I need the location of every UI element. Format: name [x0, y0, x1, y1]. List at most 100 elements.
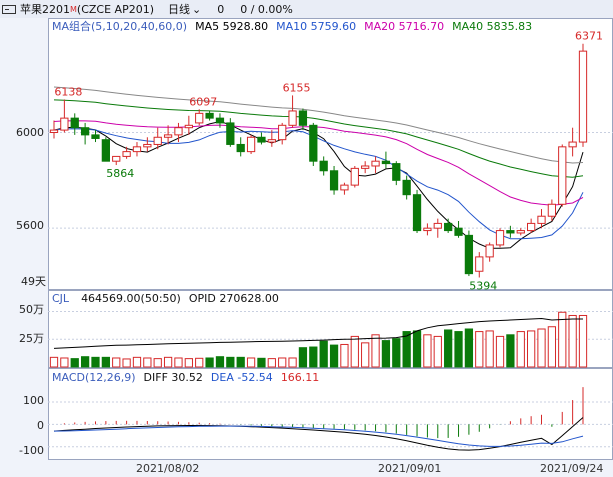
candle-body [298, 110, 308, 126]
volume-bar [174, 357, 183, 368]
volume-bar [143, 357, 152, 368]
volume-bar [246, 357, 256, 368]
volume-value: 464569.00(50:50) [81, 291, 181, 305]
period-selector[interactable]: 日线 [168, 3, 190, 16]
candle-body [329, 170, 339, 191]
candle-body [70, 117, 79, 129]
dea-value: DEA -52.54 [210, 370, 273, 384]
price-annotation: 6155 [283, 81, 311, 94]
volume-bar [278, 357, 287, 368]
volume-bar [153, 358, 162, 368]
candle-body [412, 194, 422, 232]
price-annotation: 6097 [189, 95, 217, 108]
candle-body [143, 143, 152, 148]
volume-bar [49, 356, 59, 368]
ma-combo-label[interactable]: MA组合(5,10,20,40,60,0) [52, 20, 188, 33]
volume-bar [402, 331, 411, 368]
candle-body [49, 129, 59, 133]
candle-body [464, 234, 474, 275]
volume-bar [60, 357, 69, 368]
candle-body [444, 222, 453, 232]
candle-body [547, 203, 557, 217]
date-label-0924: 2021/09/24 [540, 462, 604, 475]
ma40-value: MA40 5835.83 [452, 19, 533, 33]
volume-bar [122, 358, 131, 368]
candle-body [112, 155, 121, 162]
candle-body [132, 146, 142, 153]
candle-body [516, 230, 525, 234]
volume-bar [236, 356, 245, 368]
candle-body [236, 143, 245, 153]
candle-body [257, 136, 266, 143]
volume-bar [568, 314, 577, 368]
candle-body [558, 146, 567, 205]
candle-body [537, 215, 546, 224]
volume-bar [163, 356, 173, 368]
macd-tick-neg100: -100 [19, 444, 44, 457]
volume-bar [454, 331, 463, 368]
minus-box-icon[interactable] [2, 4, 16, 14]
volume-bar [257, 357, 266, 368]
volume-bar [350, 335, 359, 368]
candle-body [122, 151, 131, 157]
volume-bar [112, 357, 121, 368]
volume-bar [101, 356, 110, 368]
candle-body [381, 160, 391, 165]
volume-legend: CJL 464569.00(50:50) OPID 270628.00 [52, 291, 287, 305]
opid-value: OPID 270628.00 [188, 291, 279, 305]
volume-bar [70, 358, 79, 368]
ma-legend: MA组合(5,10,20,40,60,0) MA5 5928.80 MA10 5… [52, 19, 540, 34]
volume-bar [464, 328, 474, 368]
candle-body [350, 167, 359, 186]
candle-body [454, 227, 463, 236]
macd-legend: MACD(12,26,9) DIFF 30.52 DEA -52.54 166.… [52, 370, 327, 384]
change-percent: 0 / 0.00% [240, 2, 293, 16]
volume-bar [267, 358, 276, 368]
ma40-line [53, 99, 584, 178]
candle-body [340, 184, 349, 191]
volume-bar [288, 357, 297, 368]
macd-tick-100: 100 [23, 394, 44, 407]
macd-panel[interactable] [48, 368, 613, 460]
macd-label[interactable]: MACD(12,26,9) [52, 370, 136, 384]
candle-body [101, 139, 110, 162]
symbol-code: (CZCE AP201) [76, 2, 154, 16]
ma10-line [53, 128, 584, 240]
diff-line [53, 417, 584, 451]
volume-bar [226, 356, 235, 368]
volume-bar [412, 330, 422, 368]
ma20-value: MA20 5716.70 [364, 19, 445, 33]
candle-body [226, 122, 235, 145]
volume-bar [361, 342, 370, 368]
volume-bar [309, 346, 318, 368]
volume-bar [184, 358, 193, 368]
volume-bar [215, 356, 225, 368]
volume-bar [80, 356, 90, 368]
volume-bar [495, 335, 505, 368]
volume-tick-25w: 25万 [19, 332, 44, 345]
chart-header: 苹果2201 M (CZCE AP201) 日线 ⌄ 0 0 / 0.00% [0, 0, 613, 18]
volume-bar [91, 356, 100, 368]
volume-bar [537, 328, 546, 368]
chevron-down-icon[interactable]: ⌄ [192, 2, 202, 16]
candle-body [485, 244, 494, 258]
ma5-line [53, 120, 584, 249]
macd-tick-0: 0 [37, 419, 44, 432]
candle-body [402, 179, 411, 196]
symbol-name[interactable]: 苹果2201 [20, 3, 70, 16]
macd-value: 166.11 [280, 370, 320, 384]
candle-body [423, 227, 432, 232]
volume-bar [392, 338, 401, 368]
price-annotation: 6371 [575, 30, 603, 43]
date-label-0802: 2021/08/02 [136, 462, 200, 475]
candle-body [309, 124, 318, 162]
volume-bar [578, 314, 588, 368]
cjl-label[interactable]: CJL [52, 291, 70, 305]
candle-body [174, 127, 183, 136]
volume-bar [132, 356, 142, 368]
ma10-value: MA10 5759.60 [276, 19, 357, 33]
volume-bar [205, 357, 214, 368]
price-tick-6000: 6000 [16, 126, 44, 139]
volume-bar [527, 330, 536, 368]
